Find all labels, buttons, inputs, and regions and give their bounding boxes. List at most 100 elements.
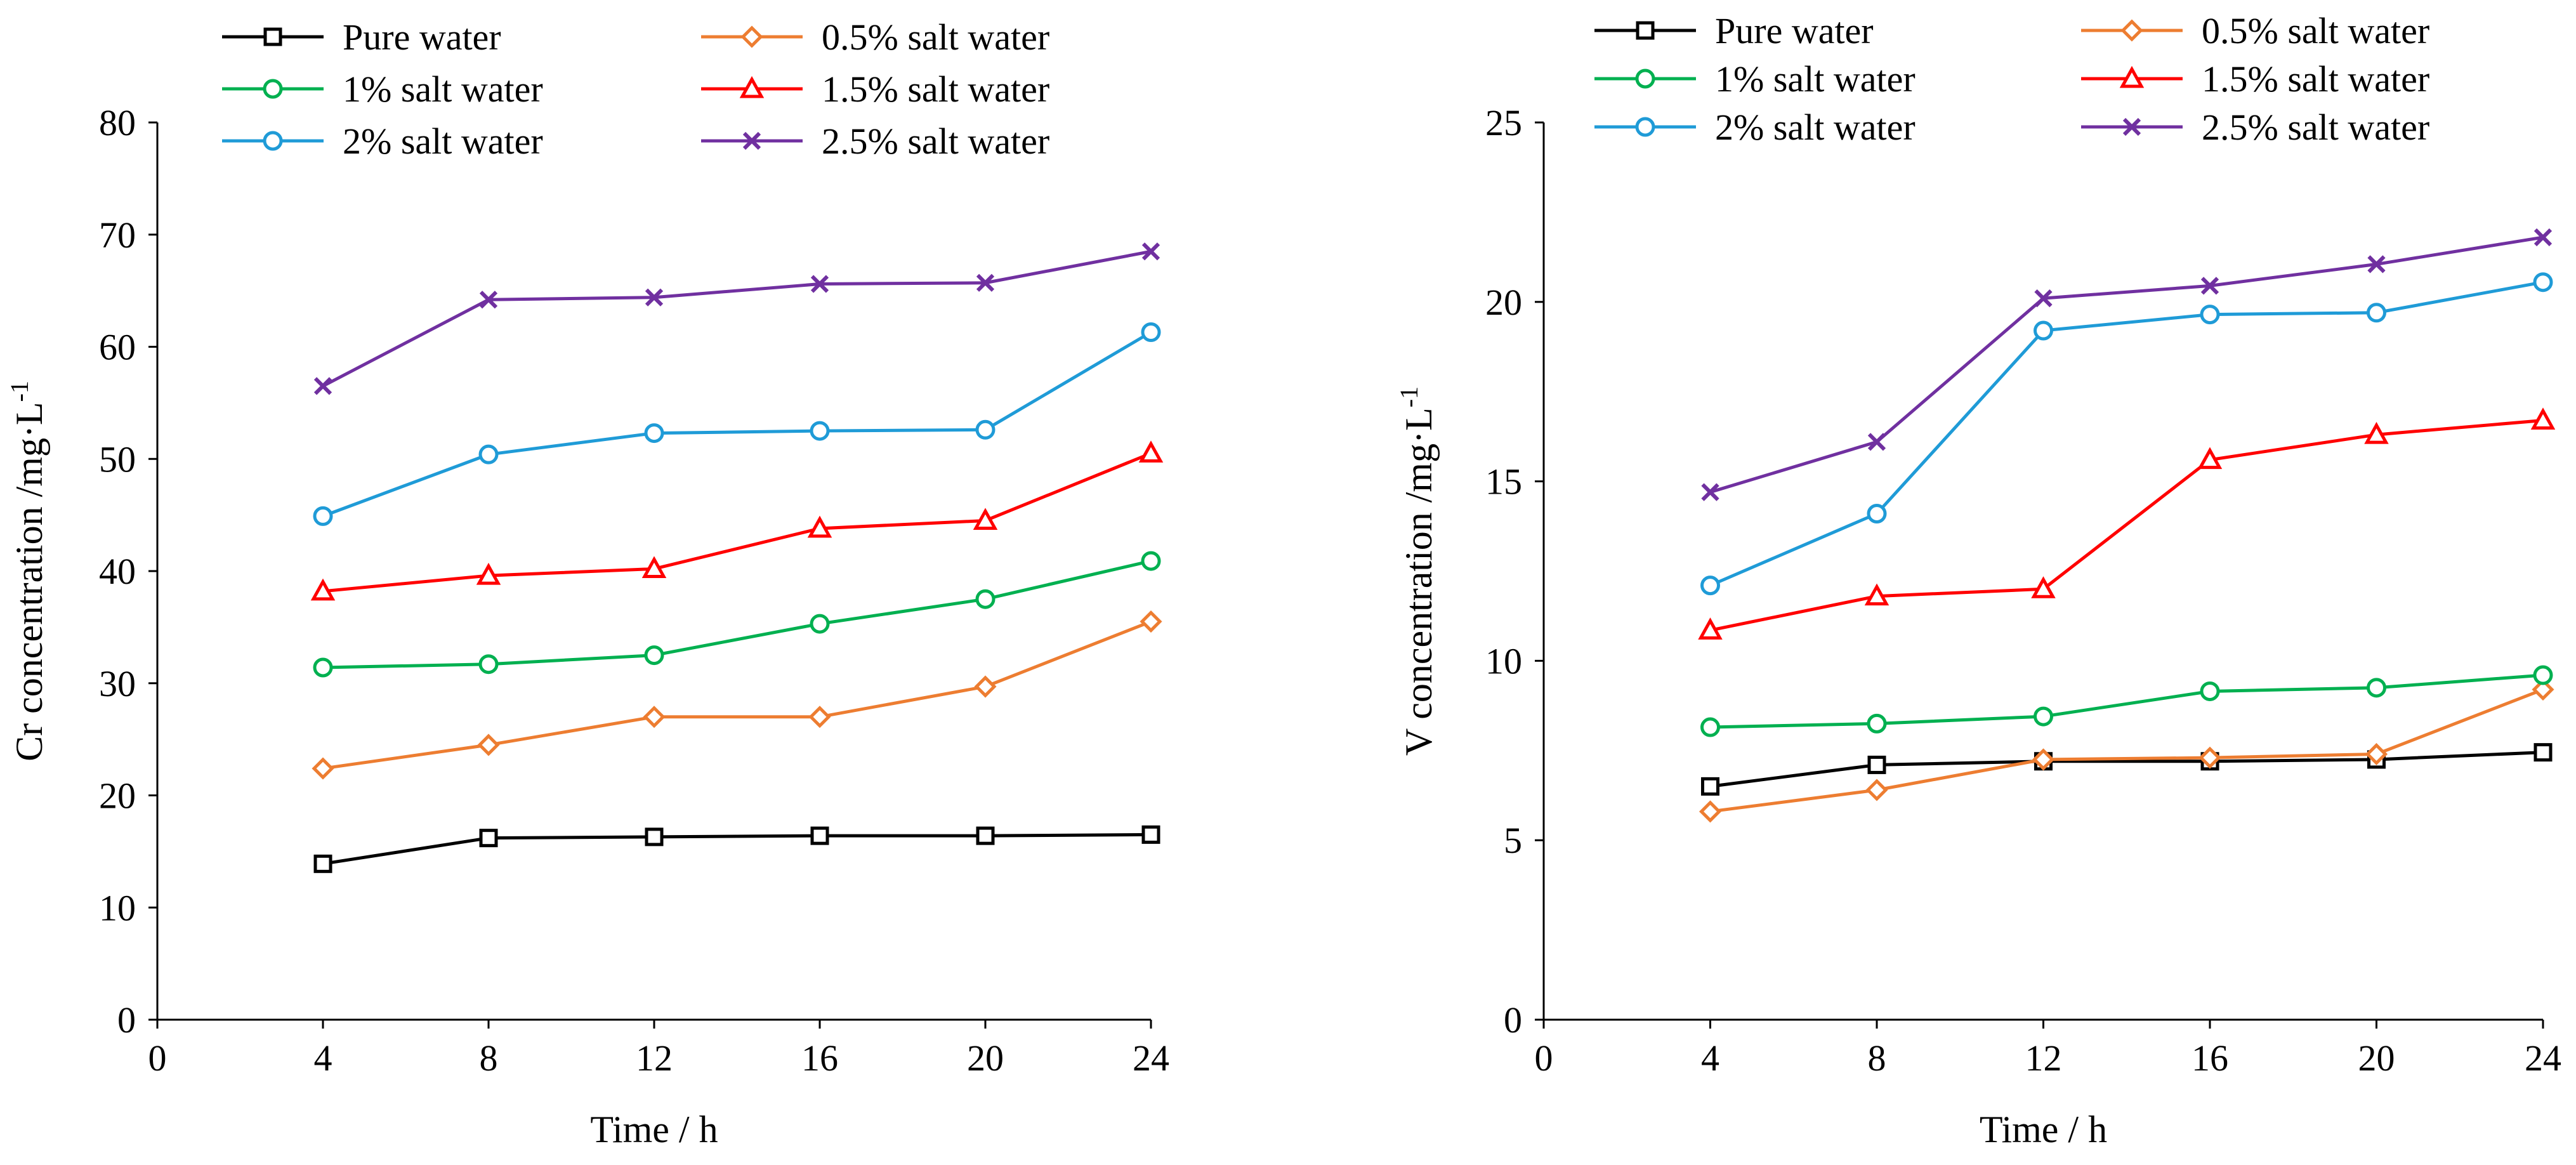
legend-label: 0.5% salt water	[2202, 10, 2429, 51]
y-tick-label: 40	[99, 551, 136, 592]
legend-label: 1.5% salt water	[2202, 58, 2429, 100]
x-tick-label: 24	[2525, 1037, 2561, 1079]
series-5	[313, 322, 1161, 526]
legend-item: 2.5% salt water	[2081, 107, 2429, 148]
data-point	[1867, 713, 1887, 734]
legend-label: 2.5% salt water	[822, 121, 1049, 162]
y-tick-label: 30	[99, 663, 136, 704]
x-tick-label: 20	[967, 1037, 1004, 1079]
series-3	[313, 551, 1161, 678]
data-point	[1864, 583, 1889, 606]
data-point	[2031, 576, 2056, 598]
legend-marker	[1636, 21, 1655, 40]
legend-item: 0.5% salt water	[701, 16, 1049, 58]
data-point	[2533, 743, 2553, 762]
data-point	[644, 423, 664, 444]
series-2	[312, 610, 1162, 780]
series-line	[322, 620, 1152, 770]
data-point	[2365, 742, 2388, 765]
legend-item: Pure water	[1594, 10, 1874, 51]
x-tick-label: 4	[314, 1037, 332, 1079]
series-1	[1701, 743, 2553, 796]
series-line	[322, 833, 1152, 866]
data-point	[2198, 746, 2221, 769]
series-4	[1698, 407, 2556, 640]
legend-label: Pure water	[343, 16, 501, 58]
data-point	[645, 827, 664, 846]
data-point	[1138, 440, 1164, 463]
data-point	[2034, 289, 2053, 308]
series-line	[1709, 418, 2544, 632]
x-axis-title: Time / h	[1980, 1109, 2107, 1150]
data-point	[2034, 706, 2053, 727]
y-tick-label: 0	[117, 999, 136, 1041]
legend-marker	[2119, 65, 2145, 88]
legend-label: 2% salt water	[343, 121, 543, 162]
series-6	[313, 242, 1160, 395]
data-point	[1867, 433, 1886, 451]
legend-label: 1.5% salt water	[822, 69, 1049, 110]
y-tick-label: 25	[1485, 102, 1522, 143]
data-point	[313, 854, 332, 873]
y-axis-title-text: V concentration /mg·L	[1398, 407, 1440, 756]
data-point	[810, 826, 829, 845]
series-3	[1700, 665, 2553, 737]
legend: Pure water 0.5% salt water 1% salt water 1.…	[1594, 10, 2429, 148]
legend-item: 2% salt water	[222, 121, 543, 162]
data-point	[2533, 665, 2553, 685]
data-point	[478, 654, 499, 675]
data-point	[1700, 717, 1720, 737]
series-line	[322, 452, 1152, 593]
y-axis-title: Cr concentration /mg·L-1	[5, 381, 50, 761]
data-point	[810, 614, 830, 634]
legend-marker	[1635, 117, 1655, 137]
data-point	[1141, 242, 1160, 261]
legend: Pure water 0.5% salt water 1% salt water 1.…	[222, 16, 1049, 162]
y-axis-title-text: Cr concentration /mg·L	[8, 402, 50, 761]
x-tick-label: 12	[636, 1037, 673, 1079]
data-point	[312, 757, 334, 780]
legend-marker	[263, 27, 282, 46]
data-point	[2532, 678, 2554, 701]
legend-marker	[2120, 19, 2143, 42]
data-point	[810, 421, 830, 441]
data-point	[313, 657, 333, 678]
series-line	[1710, 751, 2544, 788]
x-tick-label: 16	[2192, 1037, 2228, 1079]
data-point	[975, 589, 996, 609]
legend-marker	[1635, 69, 1655, 89]
data-point	[1141, 551, 1161, 571]
legend-item: 2% salt water	[1594, 107, 1916, 148]
data-point	[810, 275, 829, 293]
data-point	[644, 645, 664, 666]
y-tick-label: 60	[99, 327, 136, 368]
data-point	[2034, 320, 2053, 341]
data-point	[479, 291, 498, 309]
data-point	[477, 734, 500, 756]
legend-label: 2% salt water	[1715, 107, 1916, 148]
data-point	[2364, 421, 2389, 444]
data-point	[643, 706, 666, 728]
series-4	[310, 440, 1164, 601]
data-point	[310, 578, 336, 601]
data-point	[2200, 277, 2219, 295]
x-tick-label: 0	[148, 1037, 167, 1079]
legend-label: 1% salt water	[1715, 58, 1916, 100]
legend-item: 1% salt water	[222, 69, 543, 110]
y-tick-label: 80	[99, 102, 136, 143]
y-tick-label: 20	[99, 775, 136, 817]
data-point	[2200, 305, 2220, 325]
data-point	[2533, 228, 2553, 247]
series-2	[1699, 678, 2554, 823]
series-line	[1709, 235, 2544, 494]
legend-item: 2.5% salt water	[701, 121, 1049, 162]
data-point	[1701, 483, 1719, 501]
series-line	[322, 559, 1152, 669]
data-point	[2367, 678, 2386, 698]
data-point	[1699, 800, 1722, 823]
chart-panel-1: 0 10 20 30 40 50 60 70 80 0 4 8 12 16 20 24 Time / h Cr c…	[5, 16, 1169, 1150]
y-tick-label: 5	[1504, 820, 1522, 861]
y-axis-title: V concentration /mg·L-1	[1395, 386, 1440, 756]
